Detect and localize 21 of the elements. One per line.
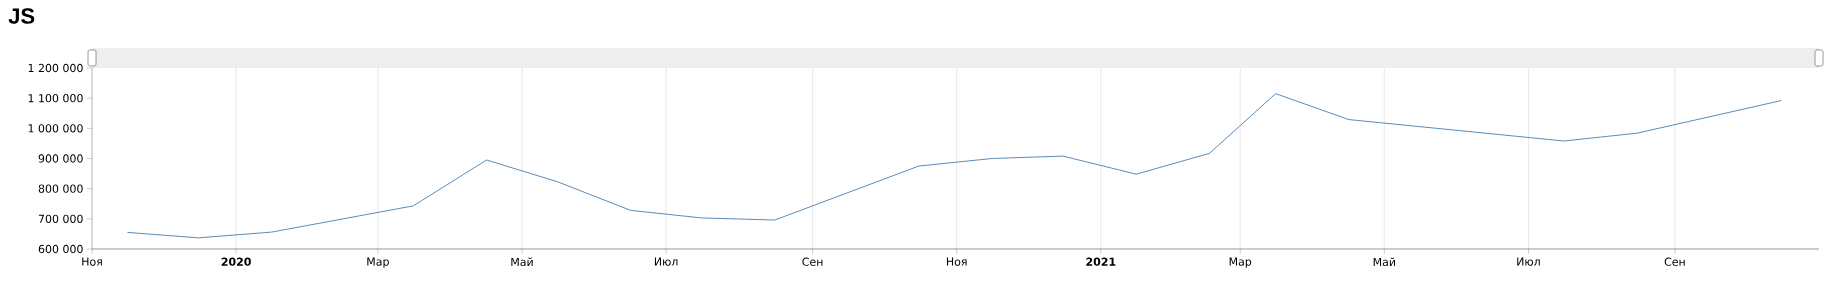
y-tick-label: 600 000: [38, 244, 83, 254]
y-tick-label: 800 000: [38, 184, 83, 193]
x-tick-label: 2021: [1086, 257, 1116, 266]
x-tick-label: Июл: [654, 257, 678, 266]
y-tick-label: 900 000: [38, 154, 83, 163]
x-tick-label: Июл: [1517, 257, 1540, 266]
x-tick-label: Май: [1373, 257, 1395, 267]
x-tick-label: Ноя: [82, 257, 102, 266]
x-tick-label: Сен: [1664, 257, 1685, 266]
x-tick-label: Мар: [1229, 257, 1252, 268]
y-tick-label: 700 000: [38, 214, 83, 223]
x-tick-label: 2020: [221, 257, 251, 266]
y-tick-label: 1 200 000: [28, 63, 83, 73]
x-tick-label: Ноя: [946, 257, 967, 266]
x-tick-label: Мар: [367, 257, 389, 268]
y-tick-label: 1 000 000: [28, 124, 83, 133]
line-series: [126, 93, 1782, 239]
chart-title: JS: [8, 8, 35, 24]
y-tick-label: 1 100 000: [28, 94, 83, 103]
x-tick-label: Май: [511, 257, 533, 267]
x-tick-label: Сен: [802, 257, 823, 266]
